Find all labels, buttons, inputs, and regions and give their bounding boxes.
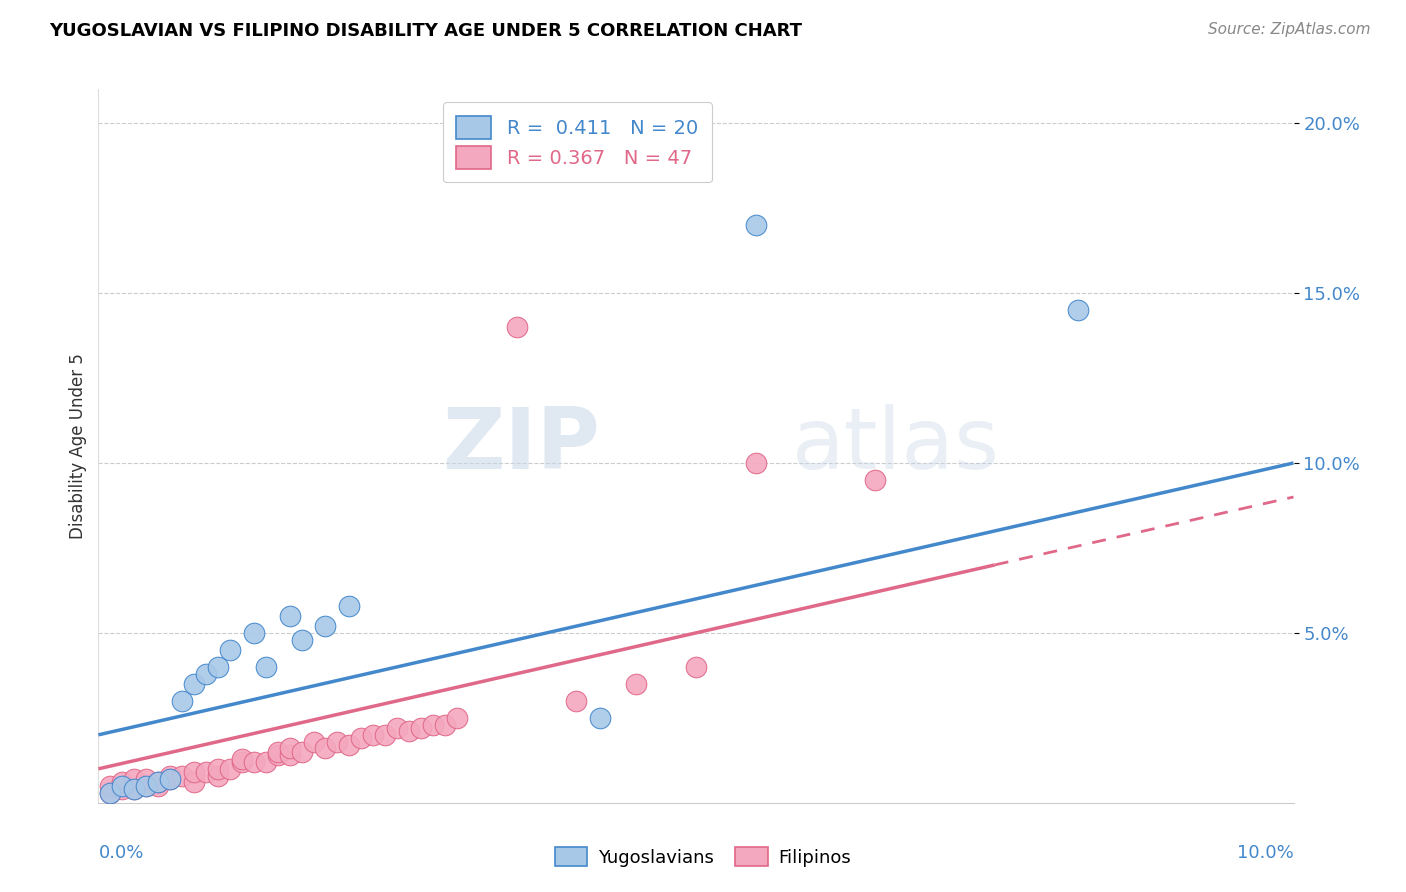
Point bbox=[159, 769, 181, 783]
Point bbox=[254, 660, 277, 674]
Point bbox=[207, 660, 229, 674]
Point bbox=[195, 765, 218, 780]
Text: Source: ZipAtlas.com: Source: ZipAtlas.com bbox=[1208, 22, 1371, 37]
Point bbox=[745, 218, 768, 232]
Point bbox=[302, 734, 325, 748]
Point bbox=[506, 320, 529, 334]
Point bbox=[207, 762, 229, 776]
Point bbox=[278, 748, 301, 763]
Point bbox=[111, 782, 134, 797]
Point bbox=[278, 608, 301, 623]
Point bbox=[339, 599, 361, 613]
Point bbox=[374, 728, 396, 742]
Point bbox=[434, 717, 457, 731]
Point bbox=[111, 775, 134, 789]
Point bbox=[183, 677, 205, 691]
Point bbox=[385, 721, 409, 735]
Y-axis label: Disability Age Under 5: Disability Age Under 5 bbox=[69, 353, 87, 539]
Point bbox=[148, 775, 170, 789]
Point bbox=[865, 473, 887, 487]
Point bbox=[315, 619, 337, 633]
Point bbox=[172, 769, 194, 783]
Point bbox=[243, 626, 266, 640]
Point bbox=[124, 782, 146, 797]
Point bbox=[231, 755, 253, 769]
Point bbox=[219, 762, 242, 776]
Text: atlas: atlas bbox=[792, 404, 1000, 488]
Point bbox=[148, 779, 170, 793]
Point bbox=[267, 745, 290, 759]
Point bbox=[254, 755, 277, 769]
Point bbox=[411, 721, 433, 735]
Point bbox=[148, 775, 170, 789]
Point bbox=[350, 731, 373, 746]
Point bbox=[98, 786, 122, 800]
Point bbox=[135, 779, 157, 793]
Point bbox=[589, 711, 612, 725]
Point bbox=[243, 755, 266, 769]
Point bbox=[219, 643, 242, 657]
Point bbox=[339, 738, 361, 752]
Point bbox=[124, 782, 146, 797]
Point bbox=[1067, 303, 1090, 318]
Point bbox=[398, 724, 420, 739]
Legend: Yugoslavians, Filipinos: Yugoslavians, Filipinos bbox=[547, 840, 859, 874]
Point bbox=[267, 748, 290, 763]
Text: 0.0%: 0.0% bbox=[98, 844, 143, 862]
Point bbox=[291, 632, 314, 647]
Point bbox=[98, 786, 122, 800]
Point bbox=[745, 456, 768, 470]
Point bbox=[159, 772, 181, 786]
Point bbox=[626, 677, 648, 691]
Point bbox=[291, 745, 314, 759]
Point bbox=[124, 772, 146, 786]
Point bbox=[446, 711, 468, 725]
Point bbox=[685, 660, 707, 674]
Text: 10.0%: 10.0% bbox=[1237, 844, 1294, 862]
Point bbox=[278, 741, 301, 756]
Point bbox=[565, 694, 588, 708]
Point bbox=[135, 772, 157, 786]
Point bbox=[111, 779, 134, 793]
Point bbox=[135, 779, 157, 793]
Legend: R =  0.411   N = 20, R = 0.367   N = 47: R = 0.411 N = 20, R = 0.367 N = 47 bbox=[443, 103, 711, 182]
Point bbox=[326, 734, 349, 748]
Point bbox=[172, 694, 194, 708]
Point bbox=[183, 765, 205, 780]
Point bbox=[315, 741, 337, 756]
Point bbox=[231, 751, 253, 765]
Point bbox=[207, 769, 229, 783]
Point bbox=[195, 666, 218, 681]
Text: ZIP: ZIP bbox=[443, 404, 600, 488]
Text: YUGOSLAVIAN VS FILIPINO DISABILITY AGE UNDER 5 CORRELATION CHART: YUGOSLAVIAN VS FILIPINO DISABILITY AGE U… bbox=[49, 22, 803, 40]
Point bbox=[98, 779, 122, 793]
Point bbox=[422, 717, 444, 731]
Point bbox=[183, 775, 205, 789]
Point bbox=[159, 772, 181, 786]
Point bbox=[363, 728, 385, 742]
